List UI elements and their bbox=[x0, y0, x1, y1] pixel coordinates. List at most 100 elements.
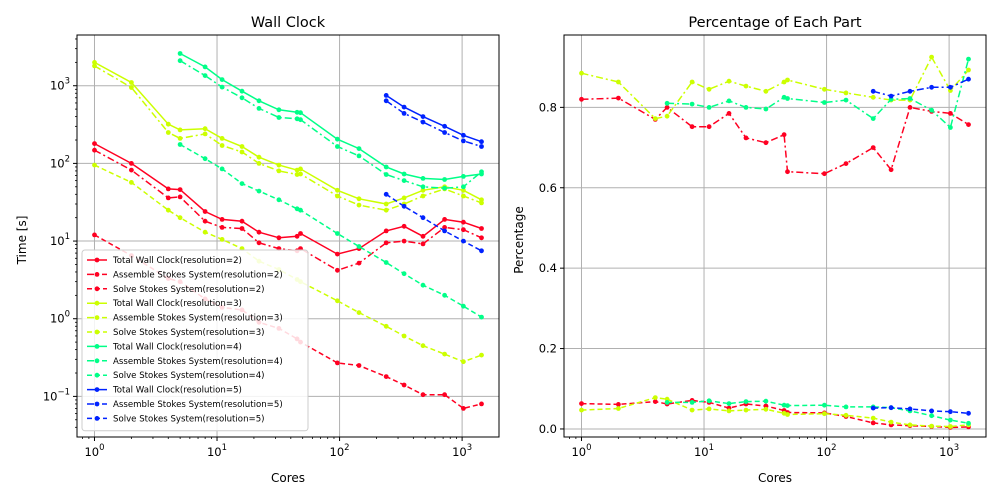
percentage-data-point bbox=[843, 412, 849, 418]
percentage-data-point bbox=[689, 101, 695, 107]
wall-clock-data-point bbox=[335, 360, 340, 366]
percentage-data-point bbox=[726, 111, 732, 116]
wall-clock-data-point bbox=[256, 188, 262, 194]
percentage-data-point bbox=[785, 169, 790, 175]
wall-clock-data-point bbox=[401, 238, 407, 244]
percentage-y-tick-label: 0.8 bbox=[539, 100, 557, 114]
percentage-data-point bbox=[743, 399, 749, 404]
wall-clock-x-tick-label: 101 bbox=[207, 443, 227, 459]
percentage-data-point bbox=[870, 88, 876, 94]
wall-clock-data-point bbox=[276, 197, 282, 203]
wall-clock-y-tick-label: 102 bbox=[50, 154, 70, 170]
wall-clock-data-point bbox=[129, 85, 134, 90]
percentage-data-point bbox=[966, 420, 971, 426]
wall-clock-data-point bbox=[383, 98, 389, 104]
wall-clock-data-point bbox=[298, 110, 303, 116]
legend-label: Assemble Stokes System(resolution=5) bbox=[113, 400, 283, 410]
wall-clock-data-point bbox=[383, 201, 389, 207]
percentage-data-point bbox=[948, 111, 953, 116]
wall-clock-data-point bbox=[219, 143, 225, 148]
percentage-data-point bbox=[888, 93, 894, 99]
wall-clock-data-point bbox=[383, 164, 389, 170]
wall-clock-data-point bbox=[479, 169, 484, 175]
wall-clock-data-point bbox=[219, 225, 225, 230]
wall-clock-series-7 bbox=[177, 51, 484, 182]
legend-label: Assemble Stokes System(resolution=3) bbox=[113, 314, 283, 324]
percentage-data-point bbox=[966, 410, 971, 416]
wall-clock-y-tick-label: 10−1 bbox=[43, 387, 70, 403]
percentage-y-tick-label: 0.4 bbox=[539, 261, 557, 275]
legend-marker bbox=[94, 401, 100, 407]
wall-clock-data-point bbox=[92, 162, 97, 168]
percentage-x-tick-label: 100 bbox=[571, 443, 591, 459]
legend-marker bbox=[94, 358, 100, 364]
wall-clock-data-point bbox=[92, 60, 97, 65]
percentage-data-point bbox=[579, 401, 584, 406]
percentage-data-point bbox=[907, 422, 913, 428]
percentage-data-point bbox=[929, 413, 934, 419]
percentage-data-point bbox=[652, 399, 658, 404]
wall-clock-y-axis-label: Time [s] bbox=[15, 216, 29, 266]
legend-entry: Assemble Stokes System(resolution=3) bbox=[87, 314, 283, 324]
wall-clock-data-point bbox=[239, 88, 245, 94]
wall-clock-data-point bbox=[202, 131, 208, 137]
legend-entry: Assemble Stokes System(resolution=5) bbox=[87, 400, 283, 410]
wall-clock-data-point bbox=[461, 187, 466, 193]
wall-clock-data-point bbox=[420, 233, 426, 239]
wall-clock-data-point bbox=[129, 80, 134, 85]
legend-box bbox=[81, 249, 309, 432]
percentage-data-point bbox=[664, 105, 670, 110]
percentage-y-tick-label: 0.0 bbox=[539, 422, 557, 436]
wall-clock-data-point bbox=[442, 185, 447, 191]
wall-clock-data-point bbox=[356, 363, 362, 368]
wall-clock-data-point bbox=[239, 95, 245, 101]
wall-clock-data-point bbox=[219, 84, 225, 90]
percentage-series-6 bbox=[664, 398, 971, 426]
percentage-data-point bbox=[579, 96, 584, 102]
wall-clock-data-point bbox=[356, 153, 362, 159]
wall-clock-data-point bbox=[177, 51, 183, 56]
percentage-data-point bbox=[843, 90, 849, 96]
percentage-data-point bbox=[689, 79, 695, 85]
percentage-data-point bbox=[652, 395, 658, 400]
wall-clock-data-point bbox=[461, 406, 466, 411]
percentage-data-point bbox=[948, 409, 953, 415]
legend-marker bbox=[94, 387, 100, 392]
percentage-data-point bbox=[888, 419, 894, 425]
wall-clock-x-tick-label: 103 bbox=[452, 443, 472, 459]
wall-clock-data-point bbox=[383, 191, 389, 197]
percentage-grid bbox=[564, 35, 986, 437]
legend-entry: Total Wall Clock(resolution=3) bbox=[87, 299, 242, 309]
percentage-data-point bbox=[706, 398, 712, 404]
percentage-data-point bbox=[763, 406, 769, 412]
legend-entry: Assemble Stokes System(resolution=2) bbox=[87, 270, 283, 280]
percentage-data-point bbox=[822, 100, 827, 105]
wall-clock-series-12 bbox=[383, 191, 484, 254]
wall-clock-data-point bbox=[335, 193, 340, 199]
percentage-data-point bbox=[907, 406, 913, 412]
wall-clock-data-point bbox=[401, 223, 407, 229]
legend-marker bbox=[94, 416, 100, 421]
legend-entry: Total Wall Clock(resolution=5) bbox=[87, 386, 242, 396]
legend-marker bbox=[94, 272, 100, 277]
wall-clock-y-tick-label: 101 bbox=[50, 232, 70, 248]
wall-clock-data-point bbox=[420, 343, 426, 349]
legend-label: Total Wall Clock(resolution=2) bbox=[112, 256, 242, 266]
wall-clock-data-point bbox=[256, 229, 262, 235]
legend-marker bbox=[94, 372, 100, 378]
percentage-data-point bbox=[907, 96, 913, 101]
legend-entry: Total Wall Clock(resolution=2) bbox=[87, 256, 242, 266]
percentage-data-point bbox=[929, 423, 934, 429]
wall-clock-data-point bbox=[356, 146, 362, 152]
percentage-chart: Percentage of Each Part Cores Percentage… bbox=[512, 15, 987, 485]
wall-clock-data-point bbox=[335, 231, 340, 236]
legend-entry: Solve Stokes System(resolution=3) bbox=[87, 328, 265, 338]
percentage-data-point bbox=[726, 78, 732, 84]
percentage-data-point bbox=[948, 125, 953, 130]
legend-label: Total Wall Clock(resolution=3) bbox=[112, 299, 242, 309]
wall-clock-data-point bbox=[401, 333, 407, 339]
wall-clock-data-point bbox=[479, 248, 484, 254]
wall-clock-data-point bbox=[202, 156, 208, 162]
percentage-data-point bbox=[743, 407, 749, 413]
